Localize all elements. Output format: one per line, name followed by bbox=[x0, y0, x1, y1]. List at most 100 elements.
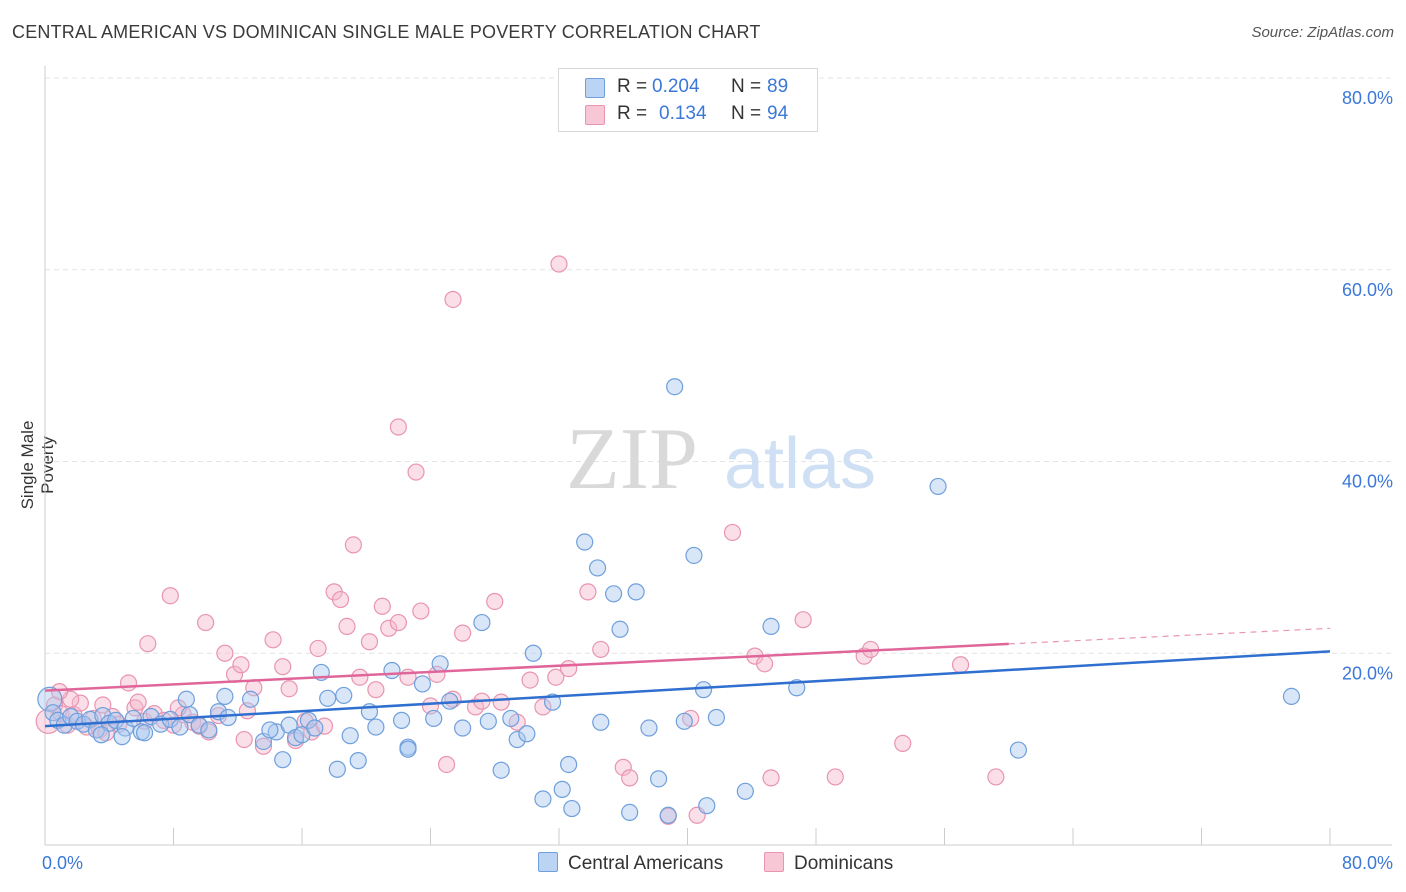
dominicans-point bbox=[412, 602, 430, 620]
gridlines bbox=[45, 77, 1392, 654]
central-americans-point bbox=[621, 803, 639, 822]
central-americans-point bbox=[399, 740, 417, 758]
dominicans-point bbox=[254, 737, 273, 755]
dominicans-point bbox=[235, 730, 253, 749]
dominicans-point bbox=[951, 656, 970, 674]
dominicans-point bbox=[264, 631, 282, 649]
central-americans-point bbox=[216, 687, 234, 705]
legend: R = 0.204 N = 89 R = 0.134 N = 94 bbox=[558, 68, 818, 132]
dominicans-point bbox=[360, 633, 379, 651]
dominicans-point bbox=[274, 658, 292, 676]
legend-r-value: 0.204 bbox=[652, 76, 700, 97]
dominicans-point bbox=[534, 698, 552, 716]
central-americans-trend bbox=[44, 650, 1331, 728]
dominicans-point bbox=[309, 639, 327, 658]
central-americans-point bbox=[454, 719, 472, 737]
central-americans-point bbox=[200, 721, 218, 739]
central-americans-point bbox=[694, 681, 713, 699]
source-label: Source: ZipAtlas.com bbox=[1251, 24, 1394, 41]
central-americans-point bbox=[328, 760, 346, 778]
central-americans-point bbox=[392, 711, 411, 729]
central-americans-point bbox=[383, 661, 401, 680]
central-americans-point bbox=[640, 719, 658, 737]
trend-lines bbox=[44, 627, 1331, 728]
central-americans-point bbox=[92, 726, 110, 744]
dominicans-point bbox=[466, 698, 485, 716]
central-americans-point bbox=[707, 708, 726, 727]
dominicans-point bbox=[579, 583, 597, 601]
dominicans-point bbox=[755, 655, 774, 673]
dominicans-point bbox=[826, 768, 844, 786]
central-americans-point bbox=[524, 644, 542, 662]
central-americans-point bbox=[1009, 741, 1027, 759]
dominicans-point bbox=[492, 693, 510, 711]
dominicans-point bbox=[486, 592, 504, 611]
central-americans-point bbox=[698, 797, 716, 815]
central-americans-point bbox=[349, 752, 367, 770]
central-americans-point bbox=[479, 712, 497, 730]
dominicans-point bbox=[592, 640, 610, 659]
central-americans-point bbox=[543, 693, 562, 711]
central-americans-point bbox=[367, 718, 385, 736]
central-americans-point bbox=[113, 728, 131, 746]
watermark-atlas: atlas bbox=[724, 424, 876, 504]
legend-n-value: 89 bbox=[767, 76, 789, 97]
central-americans-point bbox=[560, 755, 578, 774]
legend-r-label: R = bbox=[617, 103, 648, 124]
dominicans-point bbox=[621, 769, 639, 787]
dominicans-point bbox=[216, 644, 234, 662]
bottom-legend-label: Central Americans bbox=[568, 853, 724, 874]
dominicans-point bbox=[547, 668, 565, 686]
central-americans-point bbox=[261, 721, 279, 739]
central-americans-point bbox=[576, 533, 594, 551]
dominicans-point bbox=[338, 617, 356, 636]
central-americans-point bbox=[518, 725, 536, 743]
central-americans-point bbox=[274, 751, 292, 769]
central-americans-point bbox=[508, 730, 526, 749]
dominicans-points bbox=[35, 255, 1005, 825]
central-americans-point bbox=[666, 378, 684, 396]
dominicans-point bbox=[161, 587, 179, 605]
dominicans-point bbox=[344, 536, 362, 554]
central-americans-point bbox=[675, 712, 693, 730]
dominicans-point bbox=[145, 705, 163, 723]
dominicans-point bbox=[389, 613, 407, 632]
legend-swatch-blue bbox=[585, 78, 605, 98]
central-americans-point bbox=[502, 709, 520, 728]
legend-n-value: 94 bbox=[767, 103, 789, 124]
dominicans-point bbox=[550, 255, 568, 273]
dominicans-trend bbox=[44, 642, 1009, 692]
central-americans-point bbox=[605, 585, 623, 603]
dominicans-point bbox=[389, 418, 407, 436]
axes bbox=[44, 66, 1392, 846]
dominicans-point bbox=[373, 597, 391, 615]
central-americans-point bbox=[319, 689, 337, 707]
legend-swatch-pink bbox=[585, 105, 605, 125]
dominicans-point bbox=[454, 624, 472, 642]
dominicans-point bbox=[71, 694, 89, 712]
central-americans-point bbox=[588, 559, 607, 577]
central-americans-point bbox=[736, 782, 754, 800]
x-tick-label: 80.0% bbox=[1342, 853, 1393, 873]
central-americans-point bbox=[659, 806, 677, 824]
dominicans-point bbox=[437, 755, 456, 774]
central-americans-point bbox=[553, 780, 571, 798]
central-americans-point bbox=[341, 727, 359, 745]
central-americans-point bbox=[135, 724, 154, 742]
central-americans-point bbox=[762, 617, 780, 636]
dominicans-point bbox=[794, 611, 812, 629]
dominicans-point bbox=[407, 463, 425, 481]
y-tick-label: 80.0% bbox=[1342, 88, 1393, 108]
dominicans-trend-extension bbox=[1008, 627, 1331, 645]
dominicans-point bbox=[331, 590, 350, 609]
dominicans-point bbox=[560, 659, 578, 678]
central-americans-point bbox=[431, 655, 449, 673]
dominicans-point bbox=[894, 734, 912, 752]
central-americans-point bbox=[306, 719, 324, 737]
central-americans-point bbox=[611, 620, 629, 638]
central-americans-point bbox=[473, 613, 491, 632]
dominicans-point bbox=[762, 769, 780, 787]
dominicans-point bbox=[614, 758, 632, 776]
dominicans-point bbox=[129, 693, 147, 711]
